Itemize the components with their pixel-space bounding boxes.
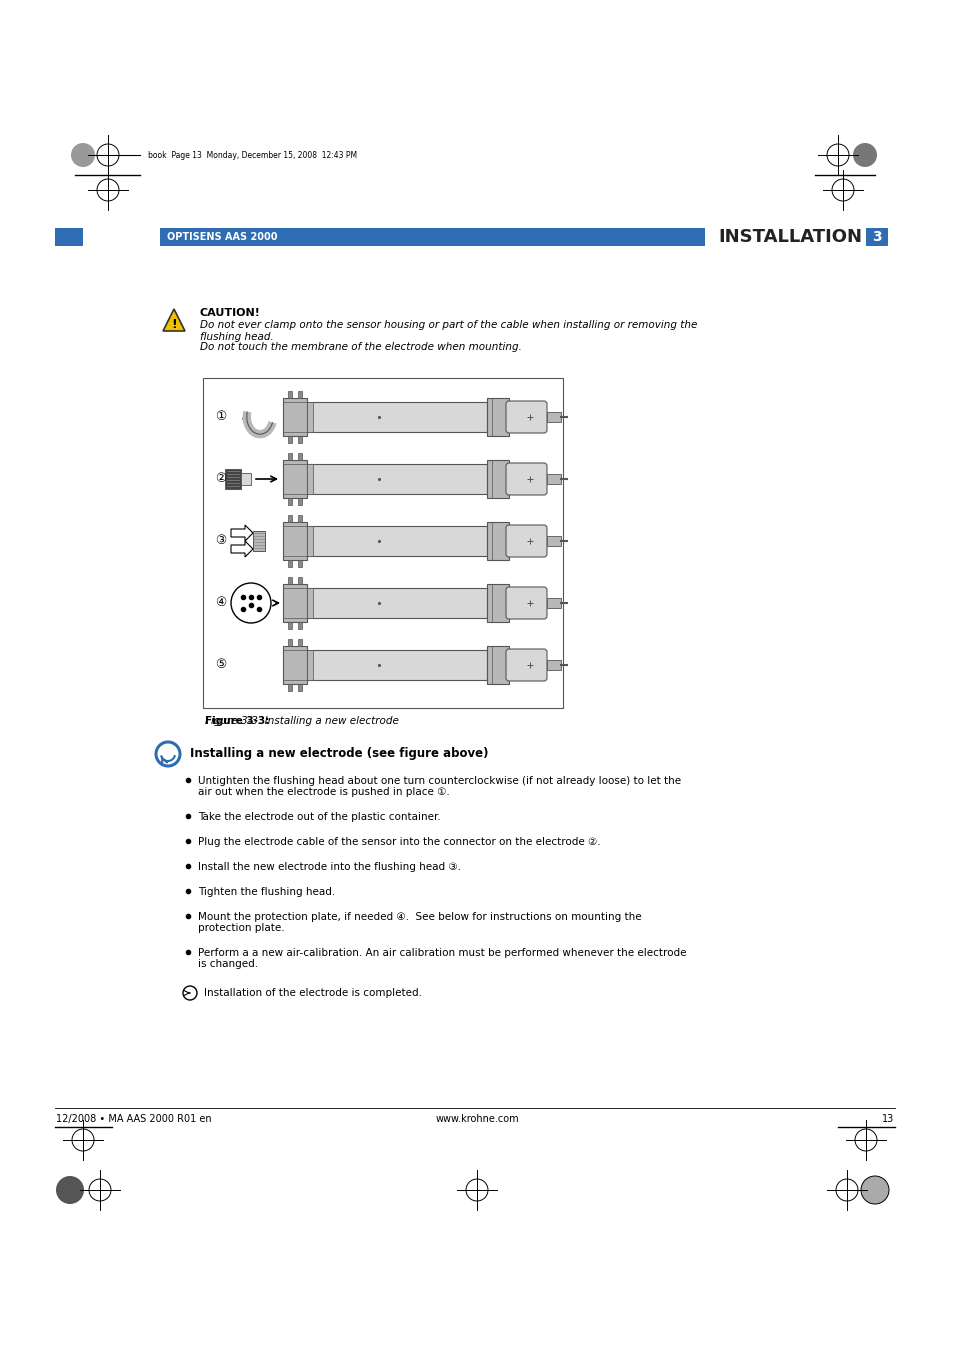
FancyBboxPatch shape (486, 585, 509, 622)
Bar (546, 536, 560, 545)
FancyBboxPatch shape (486, 460, 509, 498)
Text: INSTALLATION: INSTALLATION (718, 228, 862, 246)
Bar (546, 412, 560, 423)
Bar (253, 531, 265, 551)
Text: ④: ④ (215, 597, 227, 609)
Bar (297, 684, 302, 691)
FancyBboxPatch shape (505, 649, 546, 680)
Bar (203, 378, 562, 707)
Text: Do not ever clamp onto the sensor housing or part of the cable when installing o: Do not ever clamp onto the sensor housin… (200, 320, 697, 329)
Text: Install the new electrode into the flushing head ③.: Install the new electrode into the flush… (198, 863, 460, 872)
Bar (307, 526, 313, 556)
Text: Tighten the flushing head.: Tighten the flushing head. (198, 887, 335, 896)
FancyBboxPatch shape (283, 460, 307, 498)
FancyBboxPatch shape (505, 525, 546, 558)
Bar (241, 472, 251, 485)
Polygon shape (163, 309, 185, 331)
Bar (297, 454, 302, 460)
Bar (297, 639, 302, 647)
FancyBboxPatch shape (307, 649, 486, 680)
Circle shape (71, 143, 95, 167)
Text: protection plate.: protection plate. (198, 923, 284, 933)
FancyBboxPatch shape (486, 398, 509, 436)
Polygon shape (231, 541, 253, 558)
Text: www.krohne.com: www.krohne.com (435, 1114, 518, 1125)
Text: 12/2008 • MA AAS 2000 R01 en: 12/2008 • MA AAS 2000 R01 en (56, 1114, 212, 1125)
Text: air out when the electrode is pushed in place ①.: air out when the electrode is pushed in … (198, 787, 449, 796)
Bar (297, 436, 302, 443)
Bar (307, 464, 313, 494)
Circle shape (56, 1176, 84, 1204)
Text: is changed.: is changed. (198, 958, 258, 969)
Text: book  Page 13  Monday, December 15, 2008  12:43 PM: book Page 13 Monday, December 15, 2008 1… (148, 150, 356, 159)
Bar (297, 622, 302, 629)
Text: ②: ② (215, 472, 227, 486)
Text: ③: ③ (215, 535, 227, 548)
Text: CAUTION!: CAUTION! (200, 308, 260, 319)
Bar (307, 402, 313, 432)
Text: 3: 3 (871, 230, 881, 244)
Text: Do not touch the membrane of the electrode when mounting.: Do not touch the membrane of the electro… (200, 342, 521, 352)
Circle shape (231, 583, 271, 622)
Bar (55, 228, 83, 246)
Text: Figure 3-3:: Figure 3-3: (205, 716, 273, 726)
Bar (288, 576, 292, 585)
Text: Plug the electrode cable of the sensor into the connector on the electrode ②.: Plug the electrode cable of the sensor i… (198, 837, 600, 846)
Bar (297, 576, 302, 585)
FancyBboxPatch shape (283, 522, 307, 560)
Text: !: ! (171, 319, 176, 332)
Bar (288, 639, 292, 647)
Bar (288, 436, 292, 443)
Text: Take the electrode out of the plastic container.: Take the electrode out of the plastic co… (198, 811, 440, 822)
FancyBboxPatch shape (307, 464, 486, 494)
Bar (288, 392, 292, 398)
FancyBboxPatch shape (307, 526, 486, 556)
FancyBboxPatch shape (505, 463, 546, 495)
FancyBboxPatch shape (283, 398, 307, 436)
Text: flushing head.: flushing head. (200, 332, 274, 342)
FancyBboxPatch shape (486, 647, 509, 684)
Bar (160, 228, 704, 246)
FancyBboxPatch shape (505, 401, 546, 433)
FancyBboxPatch shape (505, 587, 546, 620)
Text: Installing a new electrode (see figure above): Installing a new electrode (see figure a… (190, 748, 488, 760)
Bar (865, 228, 887, 246)
Bar (288, 514, 292, 522)
Text: ①: ① (215, 410, 227, 424)
Text: Mount the protection plate, if needed ④.  See below for instructions on mounting: Mount the protection plate, if needed ④.… (198, 913, 641, 922)
FancyBboxPatch shape (486, 522, 509, 560)
Bar (297, 514, 302, 522)
Bar (546, 598, 560, 608)
Bar (288, 622, 292, 629)
Bar (546, 474, 560, 485)
Polygon shape (231, 525, 253, 541)
Bar (225, 468, 241, 489)
Circle shape (852, 143, 876, 167)
Text: Figure 3-3: Installing a new electrode: Figure 3-3: Installing a new electrode (205, 716, 398, 726)
Bar (288, 684, 292, 691)
Bar (288, 498, 292, 505)
Bar (307, 649, 313, 680)
Circle shape (861, 1176, 888, 1204)
Text: Installation of the electrode is completed.: Installation of the electrode is complet… (204, 988, 421, 998)
Bar (307, 589, 313, 618)
Bar (546, 660, 560, 670)
Text: 13: 13 (881, 1114, 893, 1125)
Bar (297, 392, 302, 398)
FancyBboxPatch shape (307, 589, 486, 618)
FancyBboxPatch shape (283, 647, 307, 684)
Text: ⑤: ⑤ (215, 659, 227, 671)
Text: Perform a a new air-calibration. An air calibration must be performed whenever t: Perform a a new air-calibration. An air … (198, 948, 686, 958)
FancyBboxPatch shape (283, 585, 307, 622)
Bar (297, 560, 302, 567)
Text: OPTISENS AAS 2000: OPTISENS AAS 2000 (167, 232, 277, 242)
Bar (288, 454, 292, 460)
FancyBboxPatch shape (307, 402, 486, 432)
Bar (297, 498, 302, 505)
Text: Untighten the flushing head about one turn counterclockwise (if not already loos: Untighten the flushing head about one tu… (198, 776, 680, 786)
Bar (288, 560, 292, 567)
